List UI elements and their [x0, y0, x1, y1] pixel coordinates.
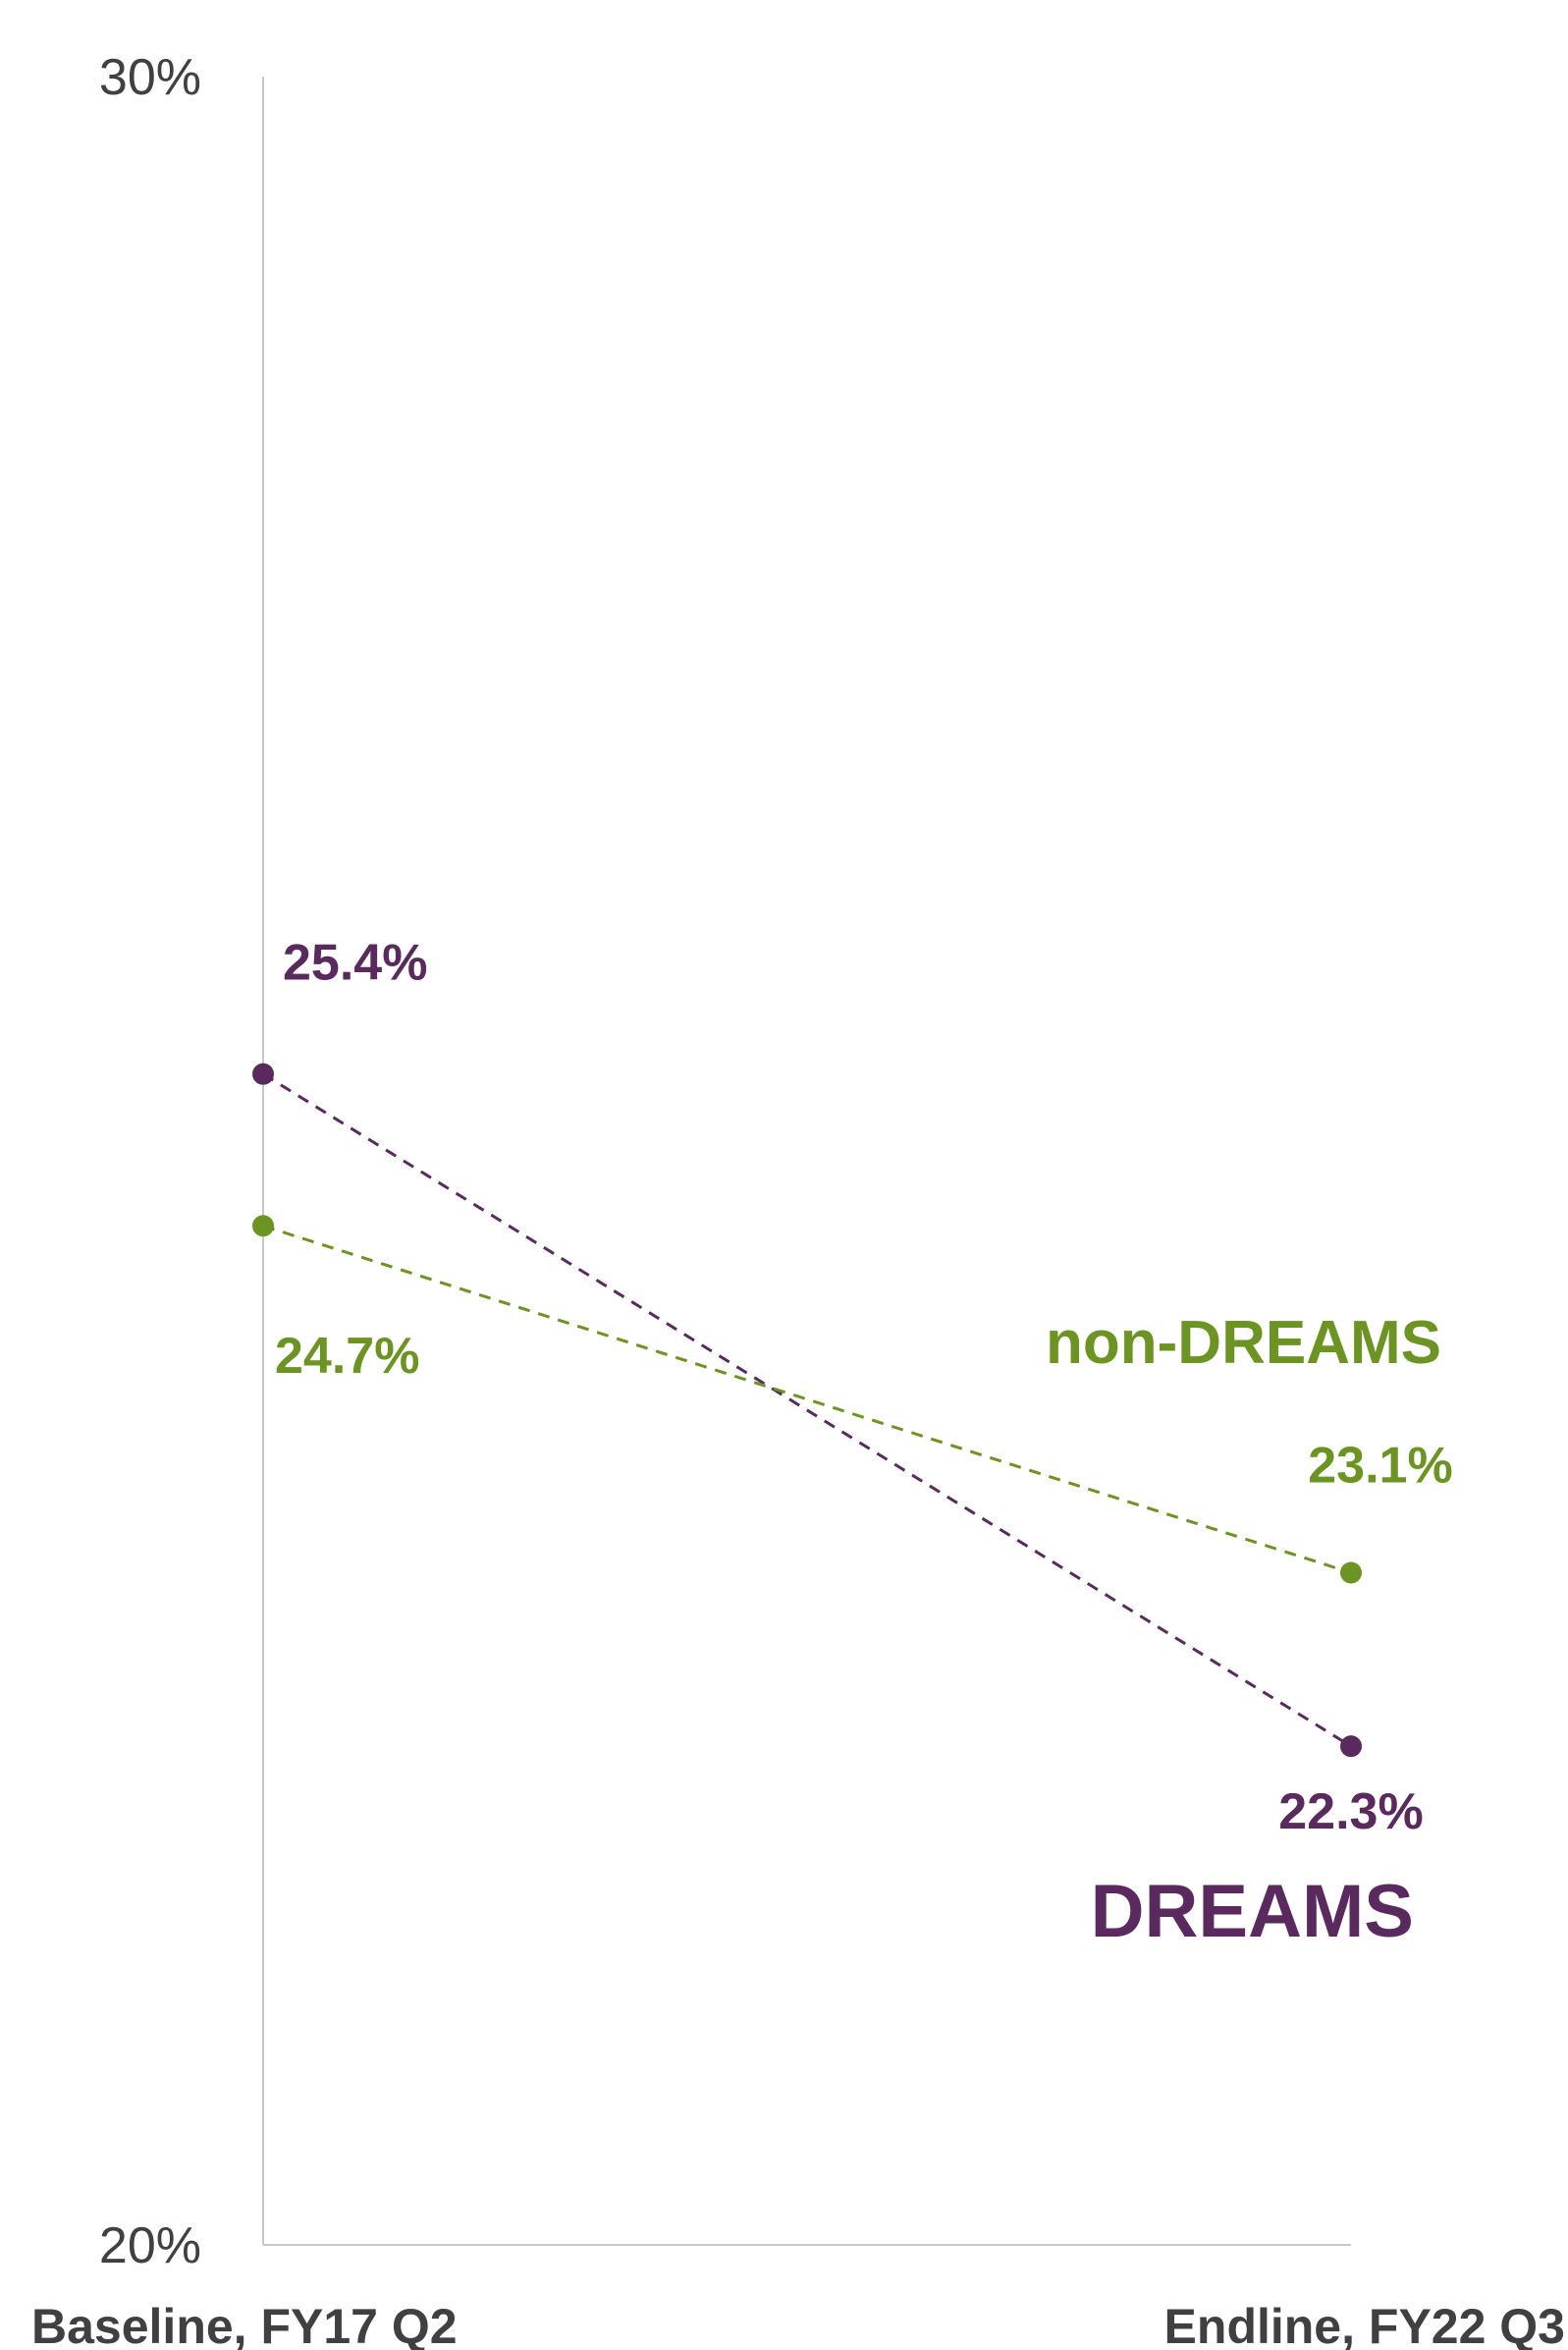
non-dreams-series-label: non-DREAMS — [1046, 1309, 1441, 1377]
dreams-data-label-baseline: 25.4% — [283, 935, 427, 992]
non-dreams-point-baseline — [252, 1215, 274, 1237]
dreams-series-label: DREAMS — [1091, 1870, 1414, 1953]
dreams-series-line — [262, 1072, 1352, 1748]
non-dreams-data-label-endline: 23.1% — [1308, 1438, 1452, 1495]
x-category-label-endline: Endline, FY22 Q3 — [1164, 2299, 1565, 2350]
dreams-data-label-endline: 22.3% — [1278, 1783, 1423, 1840]
dreams-point-baseline — [252, 1063, 274, 1085]
non-dreams-point-endline — [1340, 1561, 1362, 1584]
y-tick-label-bottom: 20% — [99, 2217, 201, 2274]
non-dreams-data-label-baseline: 24.7% — [275, 1328, 419, 1385]
x-category-label-baseline: Baseline, FY17 Q2 — [31, 2299, 458, 2350]
non-dreams-series-line — [262, 1224, 1352, 1574]
dreams-point-endline — [1340, 1735, 1362, 1758]
y-tick-label-top: 30% — [99, 49, 201, 106]
